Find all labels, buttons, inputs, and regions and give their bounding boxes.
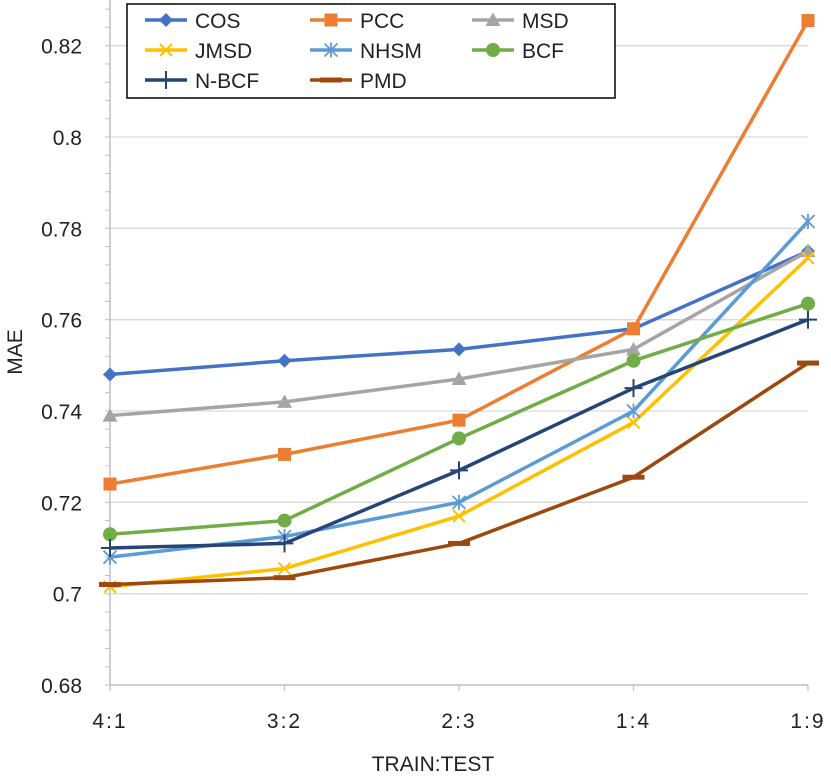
x-tick-label: 4:1 xyxy=(92,710,127,733)
x-tick-labels: 4:1 3:2 2:3 1:4 1:9 xyxy=(92,710,825,733)
legend-label: COS xyxy=(195,10,241,33)
series-bcf xyxy=(103,296,815,542)
data-point-n-bcf xyxy=(799,310,817,329)
x-tick-label: 1:4 xyxy=(616,710,651,733)
data-point-jmsd-stroke xyxy=(626,415,641,430)
legend-item-bcf: BCF xyxy=(472,40,564,63)
y-tick-label: 0.7 xyxy=(53,584,82,607)
x-tick-label: 1:9 xyxy=(790,710,825,733)
series-n-bcf xyxy=(101,310,817,557)
legend-marker-n-bcf xyxy=(157,71,175,89)
data-point-pcc xyxy=(627,322,640,336)
data-point-cos xyxy=(277,353,292,368)
legend-label: JMSD xyxy=(195,40,252,63)
data-point-n-bcf xyxy=(275,534,294,553)
legend-label: PMD xyxy=(360,70,407,93)
data-point-jmsd-stroke xyxy=(801,251,815,265)
data-point-msd xyxy=(277,394,292,408)
legend-marker-bcf xyxy=(486,43,500,57)
y-tick-label: 0.68 xyxy=(41,675,82,698)
y-tick-label: 0.72 xyxy=(41,492,82,515)
y-tick-labels: 0.68 0.7 0.72 0.74 0.76 0.78 0.8 0.82 xyxy=(41,36,82,698)
legend-item-cos: COS xyxy=(145,10,241,33)
data-point-bcf xyxy=(277,513,292,528)
data-point-pmd xyxy=(99,582,121,588)
data-point-n-bcf xyxy=(624,379,643,398)
legend-marker-nhsm xyxy=(323,42,339,58)
legend-item-pcc: PCC xyxy=(310,10,404,33)
legend-marker-jmsd xyxy=(159,43,173,57)
data-point-cos xyxy=(103,367,117,382)
series-pcc xyxy=(103,14,815,491)
data-point-cos xyxy=(452,342,466,357)
data-point-bcf xyxy=(626,353,641,368)
x-tick-label: 3:2 xyxy=(267,710,302,733)
data-point-bcf xyxy=(452,431,466,446)
data-point-msd xyxy=(451,371,467,386)
data-point-n-bcf xyxy=(450,461,468,480)
legend-item-jmsd: JMSD xyxy=(145,40,252,63)
series-lines xyxy=(99,14,819,594)
data-point-jmsd xyxy=(801,251,815,265)
legend-label: PCC xyxy=(360,10,404,33)
data-point-jmsd xyxy=(452,509,466,523)
legend-marker-cos xyxy=(159,13,173,27)
data-point-pmd xyxy=(622,474,645,480)
data-point-pmd xyxy=(797,360,819,366)
x-tick-label: 2:3 xyxy=(441,710,476,733)
data-point-jmsd xyxy=(277,561,292,576)
legend: COS PCC MSD JMSD NHSM BCF N-BCF PMD xyxy=(126,3,616,99)
series-cos xyxy=(103,244,815,382)
series-nhsm xyxy=(102,213,816,565)
data-point-nhsm xyxy=(451,494,467,510)
series-pmd xyxy=(99,360,819,588)
legend-label: NHSM xyxy=(360,40,422,63)
data-point-jmsd-stroke xyxy=(277,561,292,576)
series-msd xyxy=(102,243,816,422)
legend-item-n-bcf: N-BCF xyxy=(145,70,259,93)
data-point-bcf xyxy=(103,527,117,542)
data-point-jmsd xyxy=(626,415,641,430)
y-tick-label: 0.76 xyxy=(41,310,82,333)
y-tick-label: 0.78 xyxy=(41,218,82,241)
data-point-pmd xyxy=(448,540,470,546)
legend-item-msd: MSD xyxy=(472,10,569,33)
data-point-n-bcf xyxy=(101,539,119,557)
y-axis-title: MAE xyxy=(4,329,27,375)
legend-label: BCF xyxy=(522,40,564,63)
data-point-bcf xyxy=(801,296,815,311)
legend-item-pmd: PMD xyxy=(310,70,407,93)
legend-label: N-BCF xyxy=(195,70,259,93)
data-point-pcc xyxy=(452,413,466,427)
data-point-pcc xyxy=(801,14,815,28)
y-tick-label: 0.82 xyxy=(41,36,82,59)
y-tick-label: 0.8 xyxy=(53,127,82,150)
data-point-jmsd-stroke xyxy=(452,509,466,523)
data-point-pcc xyxy=(103,477,117,491)
legend-marker-pmd xyxy=(320,77,342,83)
data-point-pmd xyxy=(273,575,296,581)
x-axis-title: TRAIN:TEST xyxy=(372,753,495,776)
legend-box xyxy=(126,3,616,99)
y-tick-label: 0.74 xyxy=(41,401,82,424)
legend-marker-msd xyxy=(485,12,501,26)
legend-item-nhsm: NHSM xyxy=(310,40,422,63)
legend-marker-jmsd-stroke xyxy=(159,43,173,57)
data-point-nhsm xyxy=(800,213,816,229)
legend-label: MSD xyxy=(522,10,569,33)
data-point-nhsm xyxy=(626,403,641,419)
legend-marker-pcc xyxy=(324,13,338,27)
data-point-msd xyxy=(626,341,641,356)
gridlines xyxy=(110,45,808,595)
data-point-msd xyxy=(102,408,118,422)
data-point-pcc xyxy=(278,447,291,461)
